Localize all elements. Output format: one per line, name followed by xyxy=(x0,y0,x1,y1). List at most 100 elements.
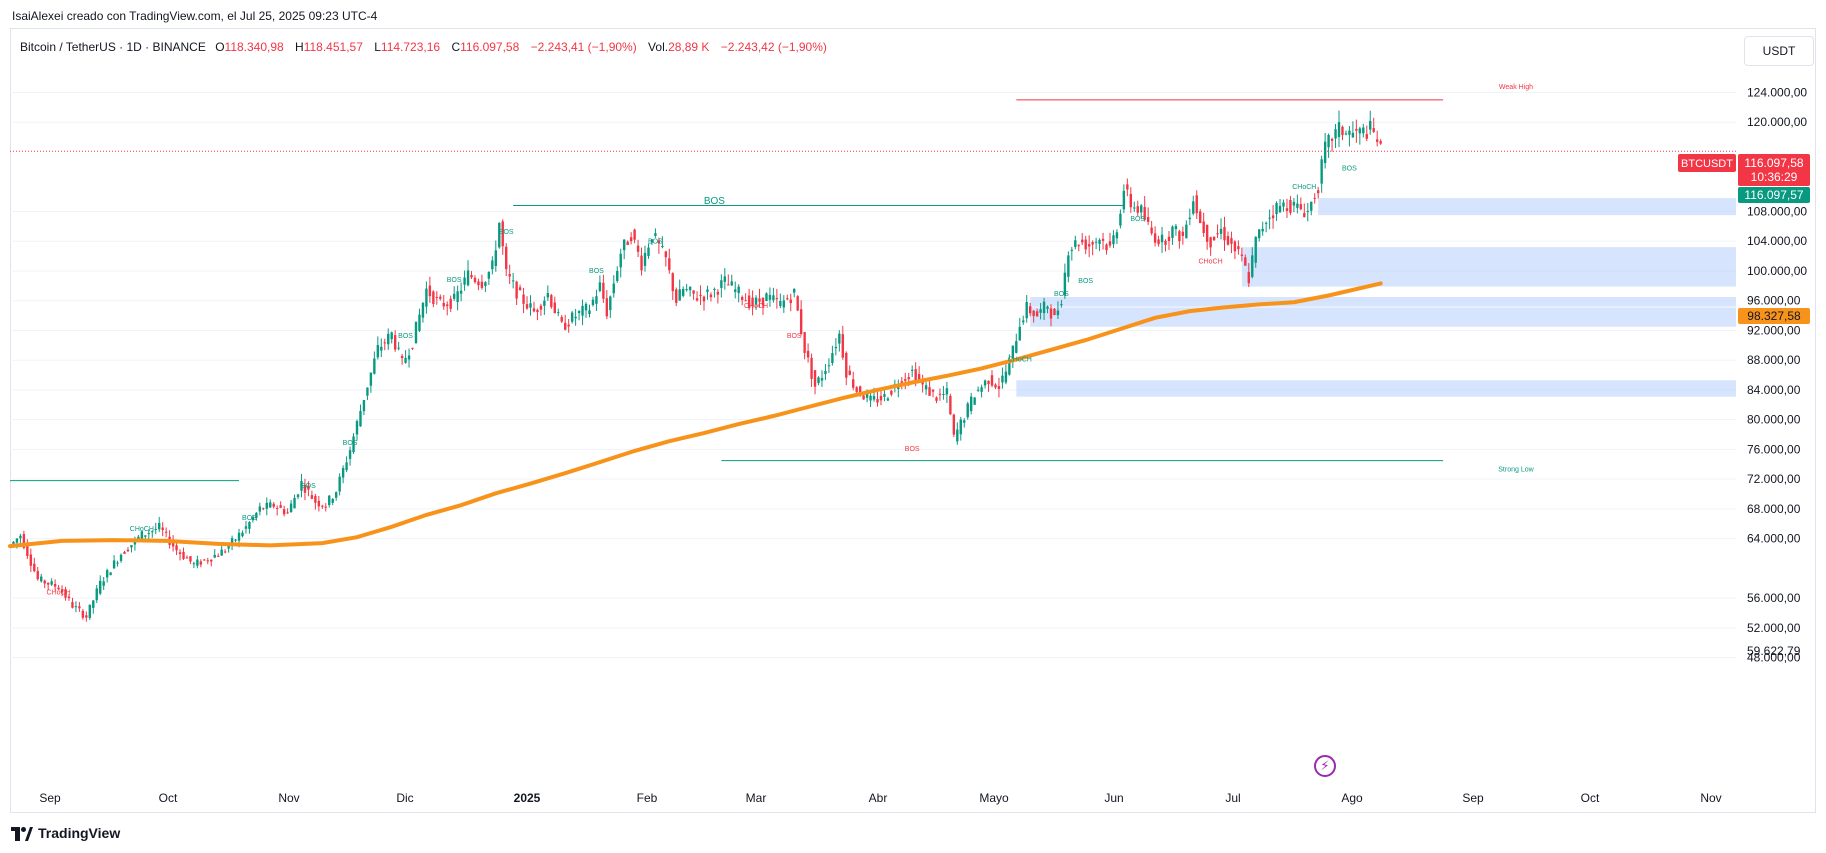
candle-body xyxy=(158,522,161,530)
candle-body xyxy=(321,505,324,507)
chart-frame xyxy=(10,28,1816,813)
candle-body xyxy=(581,305,584,316)
demand-zone xyxy=(1016,380,1736,397)
candle-body xyxy=(1247,272,1250,284)
candle-body xyxy=(1053,308,1056,316)
candle-body xyxy=(650,239,654,243)
candle-body xyxy=(1129,193,1133,208)
demand-zone xyxy=(1241,247,1736,287)
candle-body xyxy=(879,395,883,401)
candle-body xyxy=(747,295,751,309)
candle-body xyxy=(484,282,487,286)
candle-body xyxy=(647,247,650,257)
candle-body xyxy=(442,302,445,307)
candle-body xyxy=(196,559,199,566)
candle-body xyxy=(1185,224,1188,239)
candle-body xyxy=(432,291,435,304)
candle-body xyxy=(1216,233,1219,235)
candle-body xyxy=(452,293,456,299)
demand-zone xyxy=(1030,307,1736,327)
candle-body xyxy=(1063,272,1067,296)
candle-body xyxy=(720,280,723,288)
candle-body xyxy=(539,305,543,310)
candle-body xyxy=(1271,215,1275,219)
candle-body xyxy=(220,549,223,556)
candle-body xyxy=(692,290,695,294)
candle-body xyxy=(317,500,321,507)
candle-body xyxy=(1355,128,1358,131)
candle-body xyxy=(345,462,348,471)
candle-body xyxy=(1372,128,1375,132)
candle-body xyxy=(192,563,196,565)
candle-body xyxy=(470,274,473,278)
candle-body xyxy=(397,347,400,349)
y-tick-label: 72.000,00 xyxy=(1747,472,1801,486)
candle-body xyxy=(43,580,46,584)
volume-change: −2.243,42 (−1,90%) xyxy=(720,40,827,54)
candle-body xyxy=(241,532,244,537)
candle-body xyxy=(130,545,133,548)
candle-body xyxy=(543,300,546,306)
candle-body xyxy=(1160,234,1164,243)
structure-label: CHoCH xyxy=(1292,184,1316,191)
candle-body xyxy=(570,312,574,322)
candle-body xyxy=(15,538,19,543)
x-tick-label: Oct xyxy=(159,791,178,805)
candle-body xyxy=(1087,244,1091,247)
candle-body xyxy=(164,531,168,533)
candle-body xyxy=(709,294,713,298)
candle-body xyxy=(19,535,22,539)
candle-body xyxy=(286,512,289,514)
candle-body xyxy=(425,288,428,307)
candle-body xyxy=(393,335,397,350)
candle-body xyxy=(980,387,983,392)
candle-body xyxy=(1226,235,1230,245)
candle-body xyxy=(151,531,154,533)
candle-body xyxy=(300,481,303,491)
candle-body xyxy=(341,468,345,478)
candle-body xyxy=(1115,232,1119,239)
candle-body xyxy=(730,281,733,286)
candle-body xyxy=(737,286,740,294)
structure-label: Strong Low xyxy=(1498,467,1534,474)
candle-body xyxy=(928,387,931,396)
candle-body xyxy=(671,273,674,292)
candle-body xyxy=(591,299,595,306)
candle-body xyxy=(994,384,997,388)
candle-body xyxy=(64,589,67,598)
candle-body xyxy=(969,396,973,412)
structure-label: Weak High xyxy=(1499,84,1533,91)
y-tick-label: 124.000,00 xyxy=(1747,86,1807,100)
candle-body xyxy=(976,389,980,391)
candle-body xyxy=(1122,190,1126,210)
structure-label: BOS xyxy=(242,515,257,522)
candle-body xyxy=(806,350,810,358)
candle-body xyxy=(529,303,532,308)
y-tick-label: 88.000,00 xyxy=(1747,353,1801,367)
candle-body xyxy=(619,253,622,268)
candle-body xyxy=(1264,222,1268,224)
candle-body xyxy=(105,570,109,578)
candle-body xyxy=(1258,229,1261,239)
candle-body xyxy=(727,284,730,286)
symbol-title[interactable]: Bitcoin / TetherUS · 1D · BINANCE xyxy=(20,40,206,54)
candle-body xyxy=(966,403,969,418)
open-label: O xyxy=(215,40,225,54)
candle-body xyxy=(373,358,376,374)
currency-button[interactable]: USDT xyxy=(1744,36,1814,66)
candle-body xyxy=(1077,245,1080,247)
ma-tag xyxy=(1738,308,1810,324)
tradingview-brand[interactable]: TradingView xyxy=(11,825,120,841)
y-tick-label: 104.000,00 xyxy=(1747,234,1807,248)
candle-body xyxy=(439,296,442,299)
candle-body xyxy=(855,387,858,392)
lightning-icon[interactable]: ⚡ xyxy=(1314,755,1336,777)
tradingview-logo-icon xyxy=(11,827,33,841)
close-value: 116.097,58 xyxy=(460,40,520,54)
candle-body xyxy=(109,572,112,576)
candle-body xyxy=(477,281,480,286)
bid-tag xyxy=(1738,187,1810,203)
candle-body xyxy=(1032,310,1035,316)
candle-body xyxy=(355,421,359,435)
